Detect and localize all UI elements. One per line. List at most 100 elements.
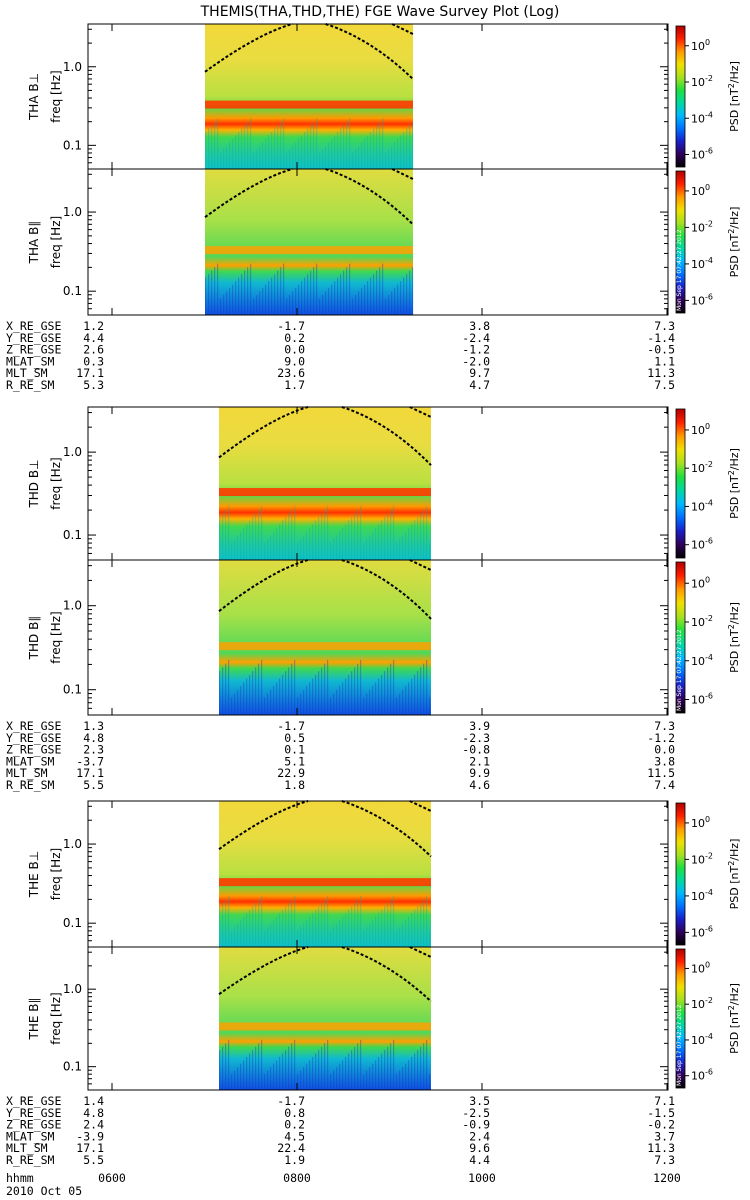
noise-stripe (363, 542, 365, 560)
ephemeris-value: 17.1 (76, 1141, 104, 1155)
ephemeris-table: X_RE_GSE 1.4 -1.7 3.5 7.1Y_RE_GSE 4.8 0.8 -2.5-… (6, 1094, 675, 1167)
noise-stripe (309, 527, 311, 560)
colorbar-tick-label: 10-4 (691, 1032, 713, 1047)
noise-stripe (310, 270, 312, 315)
noise-stripe (378, 678, 380, 715)
noise-stripe (261, 895, 263, 947)
noise-stripe (288, 667, 290, 715)
noise-stripe (297, 542, 299, 560)
colorbar-tick-label: 100 (691, 815, 710, 830)
noise-stripe (366, 693, 368, 715)
noise-stripe (337, 131, 339, 169)
noise-stripe (303, 535, 305, 560)
colorbar-tick-label: 10-2 (691, 219, 713, 234)
noise-stripe (243, 916, 245, 947)
ephemeris-table: X_RE_GSE 1.3 -1.7 3.9 7.3Y_RE_GSE 4.8 0.5 -2.3-… (6, 719, 675, 792)
ephemeris-value: -1.2 (462, 343, 490, 357)
noise-stripe (394, 142, 396, 169)
ephemeris-value: 11.3 (647, 366, 675, 380)
colorbar-title: PSD [nT2/Hz] (727, 448, 741, 519)
spectrogram-panel: 1.0 0.1 THD B∥ freq [Hz] 100 10-2 10-4 10-6 PSD … (27, 559, 741, 716)
noise-stripe (321, 667, 323, 715)
noise-stripe (334, 135, 336, 169)
noise-stripe (264, 930, 266, 947)
noise-stripe (357, 663, 359, 715)
ephemeris-value: 11.5 (647, 766, 675, 780)
noise-stripe (339, 920, 341, 947)
noise-stripe (364, 138, 366, 169)
panel-label: THE B⊥ (27, 851, 41, 898)
colorbar-tick-label: 10-4 (691, 110, 713, 125)
gyrofrequency-curve (409, 406, 432, 418)
ephemeris-value: 1.8 (284, 778, 305, 792)
noise-stripe (408, 1060, 410, 1090)
noise-stripe (205, 277, 207, 315)
ephemeris-value: 5.3 (83, 378, 104, 392)
noise-stripe (229, 288, 231, 315)
ephemeris-value: 9.6 (469, 1141, 490, 1155)
noise-stripe (345, 1056, 347, 1090)
noise-stripe (231, 697, 233, 715)
noise-stripe (429, 930, 431, 947)
noise-stripe (349, 263, 351, 315)
ephemeris-label: Z_RE_GSE (6, 1118, 61, 1132)
noise-stripe (316, 118, 318, 169)
noise-stripe (405, 920, 407, 947)
noise-stripe (282, 909, 284, 947)
noise-stripe (270, 1067, 272, 1090)
ephemeris-value: -1.5 (647, 1106, 675, 1120)
noise-stripe (409, 270, 411, 315)
noise-stripe (382, 263, 384, 315)
ephemeris-value: 23.6 (277, 366, 305, 380)
noise-stripe (382, 118, 384, 169)
ephemeris-value: 2.6 (83, 343, 104, 357)
ephemeris-value: 4.4 (83, 331, 104, 345)
spectrogram-panel: 1.0 0.1 THA B⊥ freq [Hz] 100 10-2 10-4 10-6 PSD … (27, 23, 741, 170)
noise-stripe (420, 667, 422, 715)
noise-stripe (318, 906, 320, 947)
noise-stripe (286, 152, 288, 169)
noise-stripe (381, 520, 383, 560)
ephemeris-label: X_RE_GSE (6, 719, 61, 733)
noise-stripe (369, 923, 371, 947)
noise-stripe (399, 693, 401, 715)
noise-stripe (331, 284, 333, 315)
ephemeris-label: Y_RE_GSE (6, 331, 61, 345)
noise-stripe (279, 678, 281, 715)
noise-stripe (321, 902, 323, 947)
noise-stripe (348, 909, 350, 947)
noise-stripe (225, 663, 227, 715)
noise-stripe (276, 682, 278, 715)
noise-stripe (420, 513, 422, 560)
colorbar-tick-label: 10-6 (691, 692, 713, 707)
noise-stripe (313, 267, 315, 315)
noise-stripe (259, 291, 261, 315)
noise-stripe (292, 291, 294, 315)
noise-stripe (268, 281, 270, 315)
noise-stripe (267, 693, 269, 715)
noise-stripe (411, 1056, 413, 1090)
noise-stripe (258, 663, 260, 715)
noise-stripe (357, 899, 359, 947)
noise-stripe (259, 145, 261, 169)
gyrofrequency-curve (218, 800, 309, 850)
ephemeris-value: 2.1 (469, 754, 490, 768)
noise-stripe (426, 895, 428, 947)
ephemeris-value: 3.7 (654, 1129, 675, 1143)
noise-stripe (279, 913, 281, 947)
noise-stripe (391, 145, 393, 169)
noise-stripe (267, 1070, 269, 1090)
y-tick-label: 0.1 (63, 528, 82, 542)
noise-stripe (234, 1070, 236, 1090)
noise-stripe (417, 906, 419, 947)
noise-stripe (300, 927, 302, 947)
colorbar-tick-label: 10-4 (691, 888, 713, 903)
noise-stripe (229, 142, 231, 169)
noise-stripe (343, 270, 345, 315)
noise-stripe (237, 923, 239, 947)
noise-stripe (358, 145, 360, 169)
noise-stripe (237, 1067, 239, 1090)
noise-stripe (312, 913, 314, 947)
noise-stripe (246, 1056, 248, 1090)
x-tick-label: 0800 (283, 1171, 311, 1185)
